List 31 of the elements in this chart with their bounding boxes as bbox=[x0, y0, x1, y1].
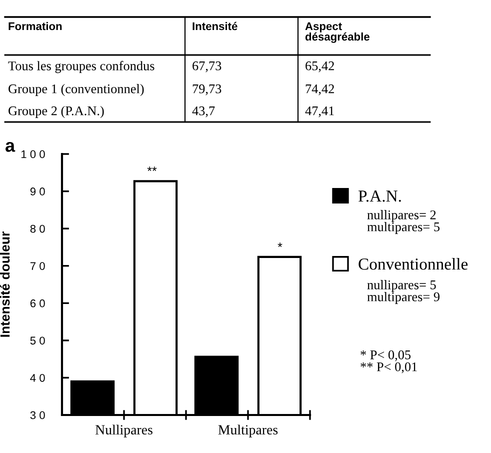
text: * P< 0,05 ** P< 0,01 bbox=[360, 350, 417, 374]
y-tick-label: 7 0 bbox=[30, 262, 45, 270]
text: 79,73 bbox=[192, 84, 222, 96]
legend-label: Conventionnelle bbox=[358, 258, 468, 270]
text: Formation bbox=[8, 22, 62, 30]
text: Groupe 2 (P.A.N.) bbox=[8, 106, 104, 118]
text: nullipares= 5 multipares= 9 bbox=[367, 280, 440, 304]
y-tick-label: 9 0 bbox=[30, 188, 45, 196]
text: 43,7 bbox=[192, 106, 215, 118]
text: 47,41 bbox=[305, 106, 334, 118]
text: 74,42 bbox=[306, 84, 334, 96]
text: 65,42 bbox=[306, 61, 334, 72]
x-tick-label: Multipares bbox=[218, 424, 278, 438]
y-axis-title: Intensité douleur bbox=[0, 232, 10, 337]
annotation: ** bbox=[147, 166, 157, 172]
text: Tous les groupes confondus bbox=[8, 60, 154, 74]
text: a bbox=[6, 142, 16, 152]
y-tick-label: 6 0 bbox=[30, 299, 45, 308]
y-tick-label: 1 0 0 bbox=[21, 150, 45, 158]
annotation: * bbox=[278, 242, 282, 248]
y-tick-label: 8 0 bbox=[30, 224, 45, 233]
legend-label: P.A.N. bbox=[358, 190, 401, 202]
text: 67,73 bbox=[192, 61, 222, 72]
text: Groupe 1 (conventionnel) bbox=[8, 84, 144, 96]
text: Aspect désagréable bbox=[305, 22, 370, 43]
text: Intensité bbox=[192, 22, 238, 30]
text: nullipares= 2 multipares= 5 bbox=[367, 210, 440, 234]
y-tick-label: 3 0 bbox=[30, 411, 45, 420]
y-tick-label: 5 0 bbox=[30, 336, 45, 345]
x-tick-label: Nullipares bbox=[95, 424, 152, 438]
y-tick-label: 4 0 bbox=[30, 374, 45, 382]
